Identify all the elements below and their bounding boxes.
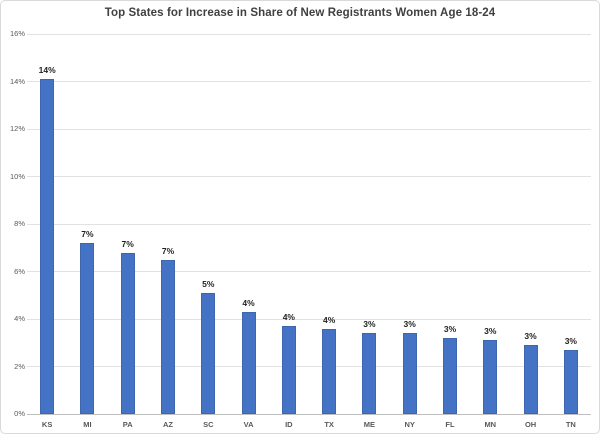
bar [443,338,457,414]
y-tick-label: 14% [9,76,25,86]
bar [161,259,175,414]
bar-value-label: 3% [443,324,457,334]
y-tick-label: 2% [14,361,25,371]
bar-value-label: 7% [161,245,175,256]
bar [80,243,95,414]
x-tick-label: NY [404,420,415,429]
y-tick-label: 8% [14,219,25,228]
y-gridline [27,318,591,320]
bar-value-label: 14% [38,65,56,76]
x-tick-label: MN [484,420,497,429]
bar [483,340,498,414]
x-tick-label: OH [524,420,537,429]
bar-value-label: 4% [242,297,255,308]
y-tick-label: 16% [9,29,25,38]
bar [201,292,216,414]
x-axis-line [27,413,591,415]
bar-value-label: 3% [403,319,416,330]
x-tick-label: VA [243,420,254,429]
y-gridline [27,128,591,130]
bar-value-label: 4% [282,312,295,323]
bar-value-label: 3% [363,319,376,330]
bar [563,349,578,414]
x-tick-label: PA [122,420,133,429]
bar-value-label: 5% [202,278,215,289]
y-tick-label: 12% [9,124,25,133]
bar-value-label: 3% [524,331,537,342]
y-gridline [27,176,591,177]
y-gridline [27,81,591,82]
y-tick-label: 4% [14,314,25,323]
y-tick-label: 6% [14,266,25,276]
bar [362,333,377,414]
x-tick-label: TN [565,420,576,429]
bar-value-label: 3% [484,326,497,337]
x-tick-label: KS [41,420,53,429]
y-gridline [27,366,591,367]
x-tick-label: ME [363,420,376,429]
chart-title: Top States for Increase in Share of New … [104,7,496,19]
x-tick-label: FL [445,420,455,429]
y-gridline [27,223,591,225]
x-tick-label: MI [83,420,92,429]
bar-value-label: 7% [121,238,134,249]
x-tick-label: AZ [163,420,173,429]
y-tick-label: 10% [9,171,25,181]
bar [523,345,538,414]
x-tick-label: ID [285,420,293,429]
bar [120,252,135,414]
y-gridline [27,33,591,35]
bar-value-label: 7% [81,229,94,239]
bar [402,333,417,414]
y-tick-label: 0% [14,409,25,418]
bar [40,79,55,414]
y-gridline [27,271,591,272]
bar [281,326,296,414]
x-tick-label: TX [324,420,334,429]
x-tick-label: SC [203,420,214,429]
bar-value-label: 4% [322,314,336,325]
bar [322,328,337,414]
bar-value-label: 3% [564,335,577,346]
bar [241,311,256,414]
